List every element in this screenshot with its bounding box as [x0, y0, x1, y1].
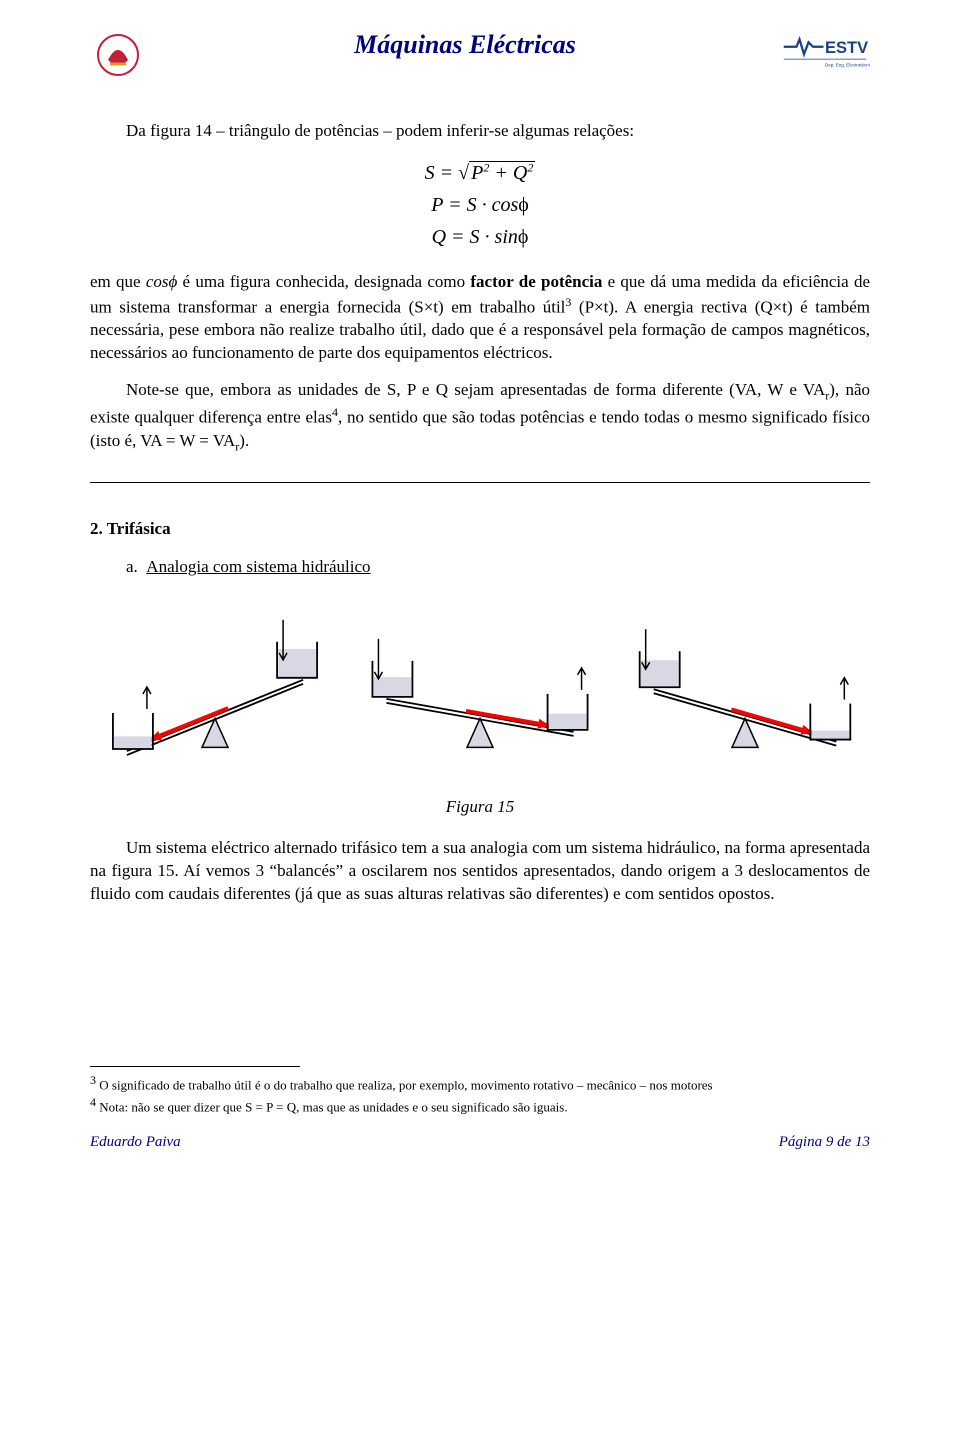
svg-text:Dep. Eng. Electrotécnica: Dep. Eng. Electrotécnica	[825, 62, 870, 67]
logo-left	[90, 30, 150, 80]
equation-3: Q = S · sinϕ	[90, 221, 870, 253]
seesaw-0	[90, 610, 340, 780]
p3-a: Note-se que, embora as unidades de S, P …	[126, 380, 825, 399]
equation-2: P = S · cosϕ	[90, 189, 870, 221]
p2-a: em que	[90, 272, 146, 291]
page: Máquinas Eléctricas ESTV Dep. Eng. Elect…	[0, 0, 960, 1191]
paragraph-intro: Da figura 14 – triângulo de potências – …	[90, 120, 870, 143]
footer-author: Eduardo Paiva	[90, 1134, 181, 1151]
page-footer: Eduardo Paiva Página 9 de 13	[90, 1134, 870, 1151]
footnote-4: 4 Nota: não se quer dizer que S = P = Q,…	[90, 1095, 870, 1115]
footnote-3: 3 O significado de trabalho útil é o do …	[90, 1073, 870, 1093]
paragraph-cosphi: em que cosϕ é uma figura conhecida, desi…	[90, 271, 870, 365]
equations-block: S = √P2 + Q2 P = S · cosϕ Q = S · sinϕ	[90, 157, 870, 253]
footnote-rule	[90, 1066, 300, 1071]
paragraph-after-figure: Um sistema eléctrico alternado trifásico…	[90, 837, 870, 906]
p2-factor: factor de potência	[470, 272, 602, 291]
svg-text:ESTV: ESTV	[825, 39, 868, 57]
p3-d: ).	[239, 431, 249, 450]
figure-15-caption: Figura 15	[90, 797, 870, 817]
sub-label: Analogia com sistema hidráulico	[146, 557, 370, 576]
p2-b: é uma figura conhecida, designada como	[177, 272, 470, 291]
sub-prefix: a.	[126, 557, 138, 576]
page-title: Máquinas Eléctricas	[150, 30, 780, 60]
section-separator	[90, 482, 870, 483]
footnote-3-text: O significado de trabalho útil é o do tr…	[99, 1077, 712, 1092]
logo-right: ESTV Dep. Eng. Electrotécnica	[780, 30, 870, 80]
footnote-4-text: Nota: não se quer dizer que S = P = Q, m…	[99, 1100, 567, 1115]
equation-1: S = √P2 + Q2	[90, 157, 870, 189]
page-header: Máquinas Eléctricas ESTV Dep. Eng. Elect…	[90, 30, 870, 80]
p2-cos: cosϕ	[146, 272, 177, 291]
seesaw-2	[620, 610, 870, 780]
footer-page: Página 9 de 13	[779, 1134, 870, 1151]
figure-15	[90, 607, 870, 787]
paragraph-units: Note-se que, embora as unidades de S, P …	[90, 379, 870, 454]
section-2-heading: 2. Trifásica	[90, 519, 870, 539]
seesaw-1	[355, 610, 605, 780]
section-2a-heading: a. Analogia com sistema hidráulico	[126, 557, 870, 577]
